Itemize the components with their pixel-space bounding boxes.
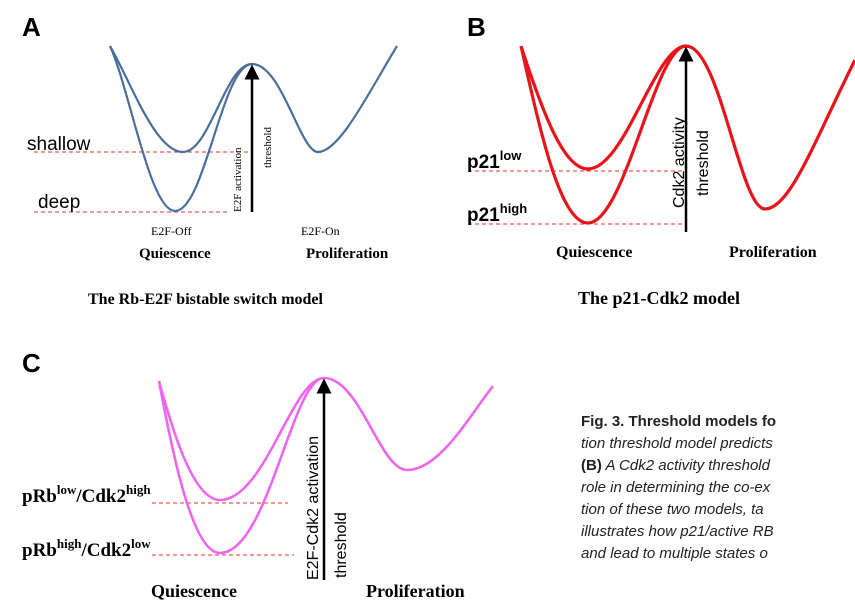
panel-a-letter: A xyxy=(22,12,41,42)
panel-c-upper-curve xyxy=(157,376,495,502)
panel-a-left-state: Quiescence xyxy=(139,246,211,262)
panel-a-shallow-label: shallow xyxy=(27,134,91,155)
panel-c-left-state: Quiescence xyxy=(151,581,237,601)
panel-b: B Cdk2 activity threshold p21low p21high… xyxy=(467,12,855,308)
panel-c: C E2F-Cdk2 activation threshold pRblow/C… xyxy=(22,348,495,601)
panel-a-deep-label: deep xyxy=(38,192,80,213)
panel-a: A E2F activation threshold shallow deep … xyxy=(22,12,398,308)
panel-a-off-label: E2F-Off xyxy=(151,224,191,238)
panel-c-threshold-label-2: threshold xyxy=(333,512,350,578)
caption-line-5: tion of these two models, ta xyxy=(581,501,764,518)
caption-line-1: Fig. 3. Threshold models fo xyxy=(581,413,777,430)
panel-b-title: The p21-Cdk2 model xyxy=(578,288,740,308)
panel-a-threshold-label-1: E2F activation xyxy=(232,147,244,212)
panel-c-lower-curve xyxy=(157,376,325,555)
panel-a-shallow-curve xyxy=(109,45,398,154)
panel-c-letter: C xyxy=(22,348,41,378)
panel-b-threshold-label-1: Cdk2 activity xyxy=(671,117,688,208)
panel-b-low-label: p21low xyxy=(467,148,522,173)
panel-b-high-curve xyxy=(519,44,687,225)
panel-b-threshold-label-2: threshold xyxy=(695,130,712,196)
panel-b-low-curve xyxy=(519,44,855,211)
panel-c-threshold-label-1: E2F-Cdk2 activation xyxy=(305,436,322,580)
panel-a-on-label: E2F-On xyxy=(301,224,340,238)
caption-line-4: role in determining the co-ex xyxy=(581,479,771,496)
panel-c-lower-label: pRbhigh/Cdk2low xyxy=(22,536,151,561)
panel-c-upper-label: pRblow/Cdk2high xyxy=(22,482,151,507)
panel-a-deep-curve xyxy=(108,45,253,213)
figure-caption: Fig. 3. Threshold models fo tion thresho… xyxy=(581,411,855,565)
caption-line-2: tion threshold model predicts xyxy=(581,435,773,452)
caption-line-6: illustrates how p21/active RB xyxy=(581,523,774,540)
panel-c-right-state: Proliferation xyxy=(366,581,465,601)
caption-line-7: and lead to multiple states o xyxy=(581,545,768,562)
panel-a-right-state: Proliferation xyxy=(306,246,389,262)
panel-b-right-state: Proliferation xyxy=(729,244,817,261)
panel-b-left-state: Quiescence xyxy=(556,244,632,261)
panel-a-title: The Rb-E2F bistable switch model xyxy=(88,291,324,308)
caption-line-3: (B) A Cdk2 activity threshold xyxy=(581,457,770,474)
panel-a-threshold-label-2: threshold xyxy=(262,127,274,168)
panel-b-high-label: p21high xyxy=(467,201,527,226)
panel-b-letter: B xyxy=(467,12,486,42)
